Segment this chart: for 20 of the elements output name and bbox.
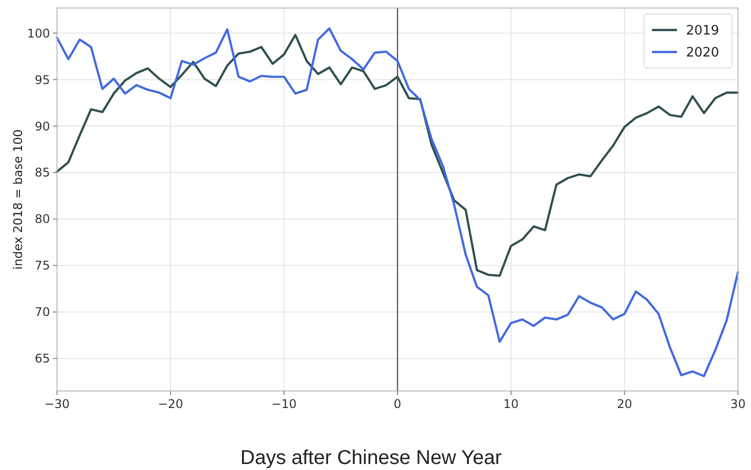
legend-label: 2019 <box>686 24 720 39</box>
y-tick-label: 80 <box>34 212 50 226</box>
x-tick-label: 20 <box>616 397 632 411</box>
y-tick-label: 85 <box>34 166 50 180</box>
y-tick-label: 65 <box>34 352 50 366</box>
x-tick-label: −20 <box>158 397 184 411</box>
x-tick-label: 10 <box>503 397 519 411</box>
y-tick-label: 95 <box>34 72 50 87</box>
x-tick-label: 30 <box>730 397 746 411</box>
y-tick-label: 70 <box>34 305 50 320</box>
y-tick-label: 75 <box>34 258 50 273</box>
legend-label: 2020 <box>686 46 720 61</box>
x-tick-label: −10 <box>271 397 297 411</box>
y-axis-title: index 2018 = base 100 <box>11 129 25 270</box>
x-axis-title: Days after Chinese New Year <box>240 447 502 469</box>
line-series <box>56 34 740 277</box>
x-tick-label: −30 <box>44 397 70 411</box>
x-tick-label: 0 <box>394 397 402 411</box>
y-tick-label: 100 <box>27 26 50 40</box>
y-tick-label: 90 <box>34 119 50 134</box>
